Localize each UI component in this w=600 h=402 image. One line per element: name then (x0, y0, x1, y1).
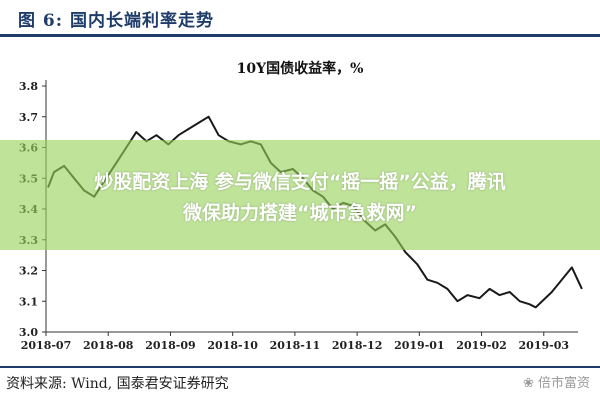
y-tick-label: 3.8 (19, 80, 38, 93)
figure-header-bar (0, 0, 600, 37)
x-axis: 2018-07 2018-08 2018-09 2018-10 2018-11 2018-… (21, 331, 578, 352)
figure-title: 图 6: 国内长端利率走势 (18, 11, 214, 31)
overlay-banner (0, 140, 600, 250)
source-note: 资料来源: Wind, 国泰君安证券研究 (6, 376, 229, 392)
x-tick-label: 2018-11 (270, 339, 321, 352)
x-tick-label: 2018-08 (83, 339, 134, 352)
chart-title: 10Y国债收益率，% (236, 61, 364, 77)
x-tick-label: 2018-12 (332, 339, 383, 352)
source-divider (0, 366, 600, 402)
y-tick-label: 3.7 (19, 111, 38, 124)
y-tick-label: 3.0 (19, 326, 38, 339)
overlay-text: 炒股配资上海 参与微信支付“摇一摇”公益，腾讯 微保助力搭建“城市急救网” (0, 167, 600, 229)
x-tick-label: 2019-02 (456, 339, 507, 352)
x-tick-label: 2018-09 (145, 339, 196, 352)
overlay-line-1: 炒股配资上海 参与微信支付“摇一摇”公益，腾讯 (94, 171, 506, 193)
overlay-line-2: 微保助力搭建“城市急救网” (183, 202, 417, 224)
x-tick-label: 2019-01 (394, 339, 445, 352)
y-tick-label: 3.2 (19, 265, 38, 278)
x-tick-label: 2018-10 (207, 339, 258, 352)
x-tick-label: 2019-03 (519, 339, 570, 352)
x-tick-label: 2018-07 (21, 339, 72, 352)
y-tick-label: 3.1 (19, 295, 38, 308)
watermark-logo: ❀ 倍市富资 (522, 376, 590, 391)
